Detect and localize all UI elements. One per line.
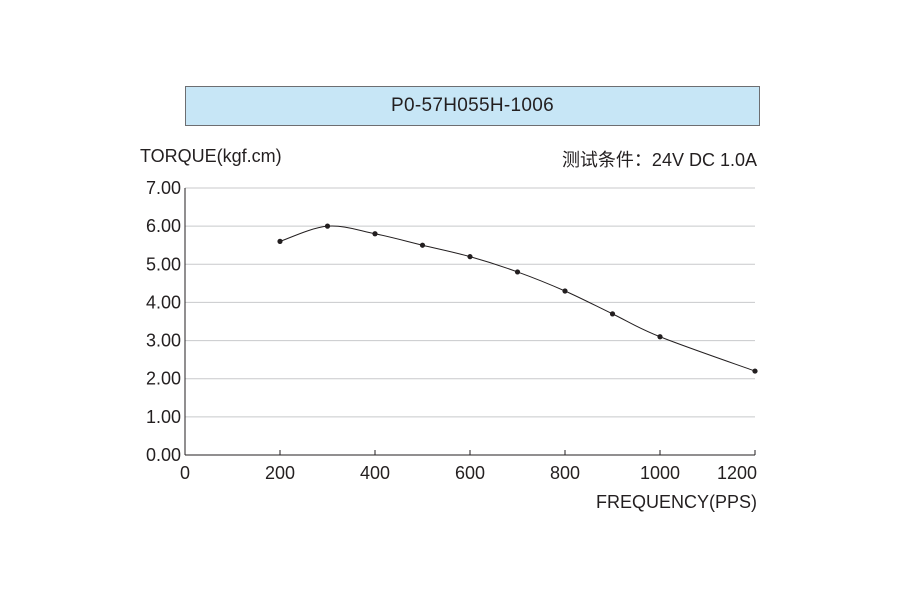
torque-curve-line	[279, 225, 756, 372]
x-axis-label: FREQUENCY(PPS)	[595, 492, 757, 512]
x-tick-label: 0	[180, 463, 190, 483]
x-tick-label: 200	[265, 463, 295, 483]
data-point	[277, 238, 283, 244]
y-tick-label: 3.00	[146, 331, 181, 351]
x-tick-label: 400	[360, 463, 390, 483]
data-point	[514, 269, 521, 275]
y-axis-label: TORQUE(kgf.cm)	[140, 146, 282, 166]
x-tick-label: 800	[550, 463, 580, 483]
y-tick-label: 1.00	[146, 407, 181, 427]
y-tick-label: 2.00	[146, 369, 181, 389]
chart-title: P0-57H055H-1006	[185, 86, 760, 126]
data-point	[609, 311, 616, 317]
data-point	[467, 254, 473, 260]
data-point	[324, 223, 331, 229]
x-tick-label: 1200	[717, 463, 757, 483]
y-tick-label: 0.00	[146, 445, 181, 465]
data-point	[752, 368, 758, 374]
x-tick-label: 600	[455, 463, 485, 483]
test-condition-label: 测试条件：24V DC 1.0A	[561, 150, 757, 170]
data-point	[372, 231, 378, 237]
y-tick-label: 6.00	[146, 216, 181, 236]
data-point	[657, 334, 663, 340]
y-tick-label: 7.00	[146, 178, 181, 198]
y-tick-label: 4.00	[146, 292, 181, 312]
data-point	[562, 288, 568, 294]
data-point	[419, 242, 426, 248]
y-tick-label: 5.00	[146, 254, 181, 274]
x-tick-label: 1000	[640, 463, 680, 483]
